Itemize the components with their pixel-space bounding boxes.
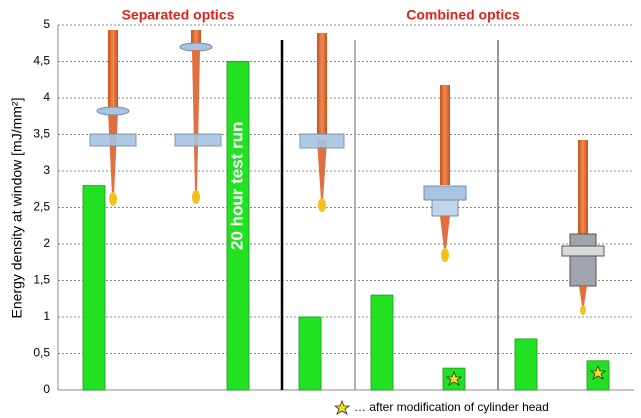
y-tick-label: 0,5 (33, 346, 50, 360)
bar (82, 185, 106, 391)
y-tick-label: 2,5 (33, 200, 50, 214)
y-tick-label: 4 (43, 90, 50, 104)
group-label: Combined optics (406, 7, 520, 23)
y-tick-label: 4,5 (33, 54, 50, 68)
y-tick-label: 3 (43, 163, 50, 177)
y-tick-label: 2 (43, 236, 50, 250)
bar (514, 338, 538, 391)
y-axis-label: Energy density at window [mJ/mm²] (9, 98, 25, 319)
star-marker (445, 370, 463, 386)
group-label: Separated optics (122, 7, 235, 23)
star-marker (589, 364, 607, 380)
bar (298, 316, 322, 391)
plot-area: 0 0,5 1 1,5 2 2,5 3 3,5 4 4,5 5 20 hour test run (33, 17, 634, 396)
bar (370, 294, 394, 391)
y-tick-label: 5 (43, 17, 50, 31)
star-marker (333, 399, 351, 415)
annotation: 20 hour test run (227, 122, 246, 250)
y-tick-label: 1,5 (33, 273, 50, 287)
y-tick-label: 1 (43, 309, 50, 323)
bar (226, 61, 250, 391)
footnote: … after modification of cylinder head (354, 400, 549, 414)
y-tick-label: 3,5 (33, 127, 50, 141)
y-tick-label: 0 (43, 382, 50, 396)
optics-illustration (89, 30, 605, 315)
